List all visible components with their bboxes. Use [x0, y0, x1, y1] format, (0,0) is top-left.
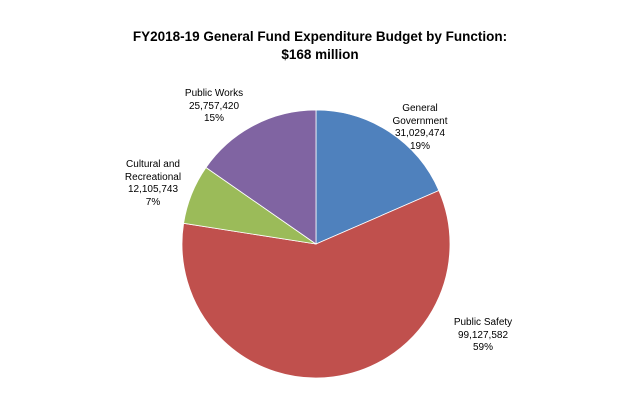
- label-name-line2: Government: [392, 115, 448, 127]
- pie-slice-general-government: [315, 109, 440, 245]
- label-general-government: General Government 31,029,474 19%: [378, 103, 462, 153]
- pie-slice-public-works: [205, 109, 317, 245]
- label-value: 31,029,474: [394, 128, 446, 139]
- label-percent: 15%: [203, 113, 224, 124]
- label-name: Public Works: [184, 88, 244, 99]
- label-cultural-recreational: Cultural and Recreational 12,105,743 7%: [112, 159, 194, 209]
- chart-title-line2: $168 million: [281, 47, 359, 62]
- label-public-works: Public Works 25,757,420 15%: [172, 88, 256, 126]
- label-percent: 59%: [472, 342, 493, 353]
- label-percent: 7%: [145, 196, 161, 208]
- label-public-safety: Public Safety 99,127,582 59%: [428, 317, 538, 355]
- label-name-line1: General: [402, 103, 438, 114]
- chart-title: FY2018-19 General Fund Expenditure Budge…: [0, 28, 640, 64]
- label-value: 25,757,420: [188, 100, 240, 112]
- label-value: 99,127,582: [457, 329, 509, 341]
- label-percent: 19%: [409, 140, 430, 152]
- label-name-line1: Cultural and: [126, 159, 180, 170]
- label-name-line2: Recreational: [124, 171, 182, 183]
- label-value: 12,105,743: [127, 184, 179, 195]
- chart-title-line1: FY2018-19 General Fund Expenditure Budge…: [132, 29, 508, 44]
- pie-slice-public-safety: [181, 190, 451, 379]
- label-name: Public Safety: [453, 317, 513, 328]
